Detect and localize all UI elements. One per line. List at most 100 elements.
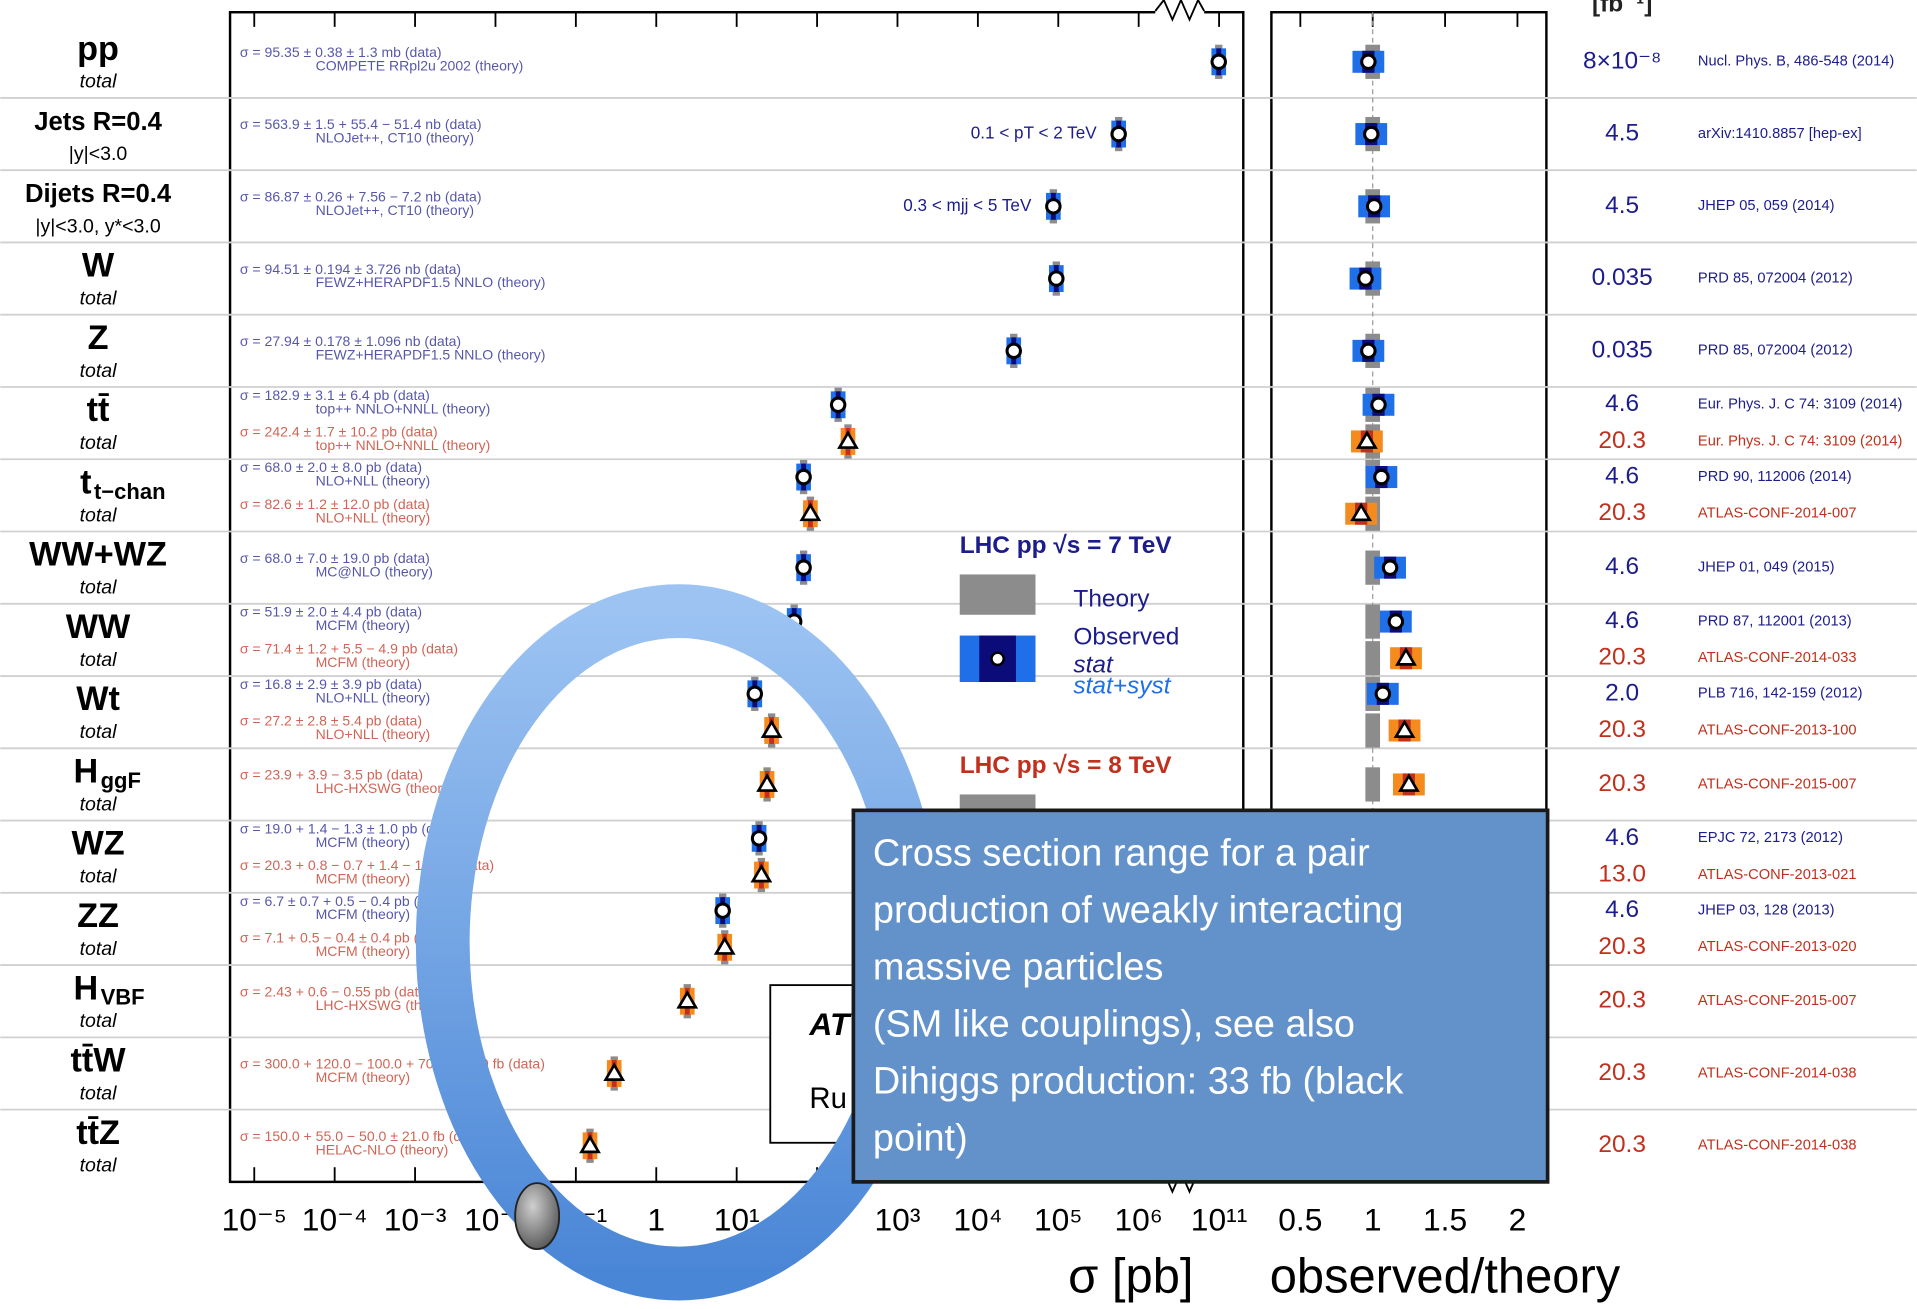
ratio-point xyxy=(1359,272,1372,285)
category-label: pp xyxy=(77,30,119,68)
luminosity: 20.3 xyxy=(1598,644,1646,671)
category-note: total xyxy=(80,938,118,960)
x-tick-label: 1 xyxy=(647,1202,665,1238)
row-note: 0.1 < pT < 2 TeV xyxy=(971,124,1097,143)
category-note: total xyxy=(80,432,118,454)
data-point xyxy=(748,687,761,700)
legend-theory: Theory xyxy=(1073,586,1150,613)
data-point xyxy=(797,561,810,574)
data-point xyxy=(797,470,810,483)
luminosity: 20.3 xyxy=(1598,770,1646,797)
row-note: 0.3 < mjj < 5 TeV xyxy=(903,196,1032,215)
theory-label: NLO+NLL (theory) xyxy=(316,726,431,742)
x-tick-label: 10³ xyxy=(875,1202,921,1238)
category-note: total xyxy=(80,288,118,310)
ratio-point xyxy=(1389,615,1402,628)
callout-line: Cross section range for a pair xyxy=(873,833,1370,875)
theory-label: NLOJet++, CT10 (theory) xyxy=(316,202,474,218)
category-label: ZZ xyxy=(77,897,119,935)
data-point xyxy=(831,398,844,411)
category-label: Wt xyxy=(76,680,120,718)
legend-stat-syst: stat+syst xyxy=(1073,672,1171,699)
reference: PRD 90, 112006 (2014) xyxy=(1698,469,1852,485)
theory-label: MCFM (theory) xyxy=(316,943,410,959)
reference: Eur. Phys. J. C 74: 3109 (2014) xyxy=(1698,433,1902,449)
x-tick-label: 10⁻³ xyxy=(384,1202,447,1238)
legend-marker xyxy=(992,653,1004,665)
ratio-point xyxy=(1365,127,1378,140)
slide: σ [pb] observed/theory [fb⁻¹] 10⁻⁵10⁻⁴10… xyxy=(0,0,1917,1309)
luminosity: 20.3 xyxy=(1598,1059,1646,1086)
reference: ATLAS-CONF-2013-100 xyxy=(1698,722,1857,738)
theory-label: top++ NNLO+NNLL (theory) xyxy=(316,400,491,416)
category-label: Jets R=0.4 xyxy=(34,108,162,136)
ratio-point xyxy=(1376,687,1389,700)
callout-line: Dihiggs production: 33 fb (black xyxy=(873,1060,1404,1102)
theory-label: LHC-HXSWG (theory) xyxy=(316,780,454,796)
theory-label: NLOJet++, CT10 (theory) xyxy=(316,130,474,146)
reference: JHEP 01, 049 (2015) xyxy=(1698,560,1835,576)
category-label: H xyxy=(73,752,98,790)
x-tick-label: 10⁵ xyxy=(1034,1202,1083,1238)
highlight-point xyxy=(515,1183,559,1249)
overlay: Cross section range for a pair production… xyxy=(443,611,1548,1273)
luminosity: 8×10⁻⁸ xyxy=(1583,47,1661,74)
category-label: t xyxy=(80,463,91,501)
ratio-point xyxy=(1362,55,1375,68)
reference: ATLAS-CONF-2015-007 xyxy=(1698,993,1857,1009)
legend-observed: Observed xyxy=(1073,623,1179,650)
reference: PRD 87, 112001 (2013) xyxy=(1698,613,1852,629)
category-note: total xyxy=(80,721,118,743)
data-point xyxy=(716,904,729,917)
theory-label: top++ NNLO+NNLL (theory) xyxy=(316,437,491,453)
theory-label: NLO+NLL (theory) xyxy=(316,509,431,525)
reference: ATLAS-CONF-2013-020 xyxy=(1698,939,1857,955)
luminosity: 20.3 xyxy=(1598,987,1646,1014)
callout-line: point) xyxy=(873,1117,968,1159)
reference: PRD 85, 072004 (2012) xyxy=(1698,343,1853,359)
category-label: WZ xyxy=(71,825,124,863)
category-label: Dijets R=0.4 xyxy=(25,180,172,208)
category-note: total xyxy=(80,577,118,599)
theory-label: MCFM (theory) xyxy=(316,834,410,850)
data-point xyxy=(1112,127,1125,140)
category-note: total xyxy=(80,504,118,526)
luminosity: 0.035 xyxy=(1592,264,1653,291)
x-tick-label: 10⁴ xyxy=(953,1202,1002,1238)
theory-label: MCFM (theory) xyxy=(316,617,410,633)
theory-label: MCFM (theory) xyxy=(316,654,410,670)
x-tick-label: 10⁻⁴ xyxy=(302,1202,368,1238)
callout-line: massive particles xyxy=(873,946,1163,988)
category-note: total xyxy=(80,1082,118,1104)
luminosity: 4.6 xyxy=(1605,824,1639,851)
x-tick-label: 10⁻⁵ xyxy=(222,1202,287,1238)
category-label: W xyxy=(82,247,115,285)
x-tick-label: 10¹¹ xyxy=(1191,1202,1248,1238)
luminosity: 4.6 xyxy=(1605,553,1639,580)
theory-label: FEWZ+HERAPDF1.5 NNLO (theory) xyxy=(316,274,546,290)
x2-tick-label: 1.5 xyxy=(1423,1202,1467,1238)
category-label: Z xyxy=(88,319,109,357)
category-label: tt̄W xyxy=(71,1042,127,1080)
highlight-ring xyxy=(443,611,915,1273)
category-label: H xyxy=(73,969,98,1007)
ratio-point xyxy=(1375,470,1388,483)
category-note: |y|<3.0, y*<3.0 xyxy=(35,215,160,237)
ratio-point xyxy=(1383,561,1396,574)
callout-line: (SM like couplings), see also xyxy=(873,1003,1355,1045)
reference: ATLAS-CONF-2014-038 xyxy=(1698,1065,1857,1081)
data-point xyxy=(1050,272,1063,285)
luminosity: 20.3 xyxy=(1598,716,1646,743)
category-subscript: ggF xyxy=(101,768,141,793)
theory-label: NLO+NLL (theory) xyxy=(316,689,431,705)
theory-label: COMPETE RRpl2u 2002 (theory) xyxy=(316,57,524,73)
reference: JHEP 05, 059 (2014) xyxy=(1698,198,1835,214)
page: σ [pb] observed/theory [fb⁻¹] 10⁻⁵10⁻⁴10… xyxy=(0,0,1917,1309)
luminosity: 4.5 xyxy=(1605,192,1639,219)
ratio-point xyxy=(1372,398,1385,411)
category-note: total xyxy=(80,1010,118,1032)
callout-line: production of weakly interacting xyxy=(873,890,1404,932)
luminosity: 20.3 xyxy=(1598,427,1646,454)
reference: ATLAS-CONF-2014-007 xyxy=(1698,506,1857,522)
legend-theory-swatch xyxy=(960,574,1036,614)
